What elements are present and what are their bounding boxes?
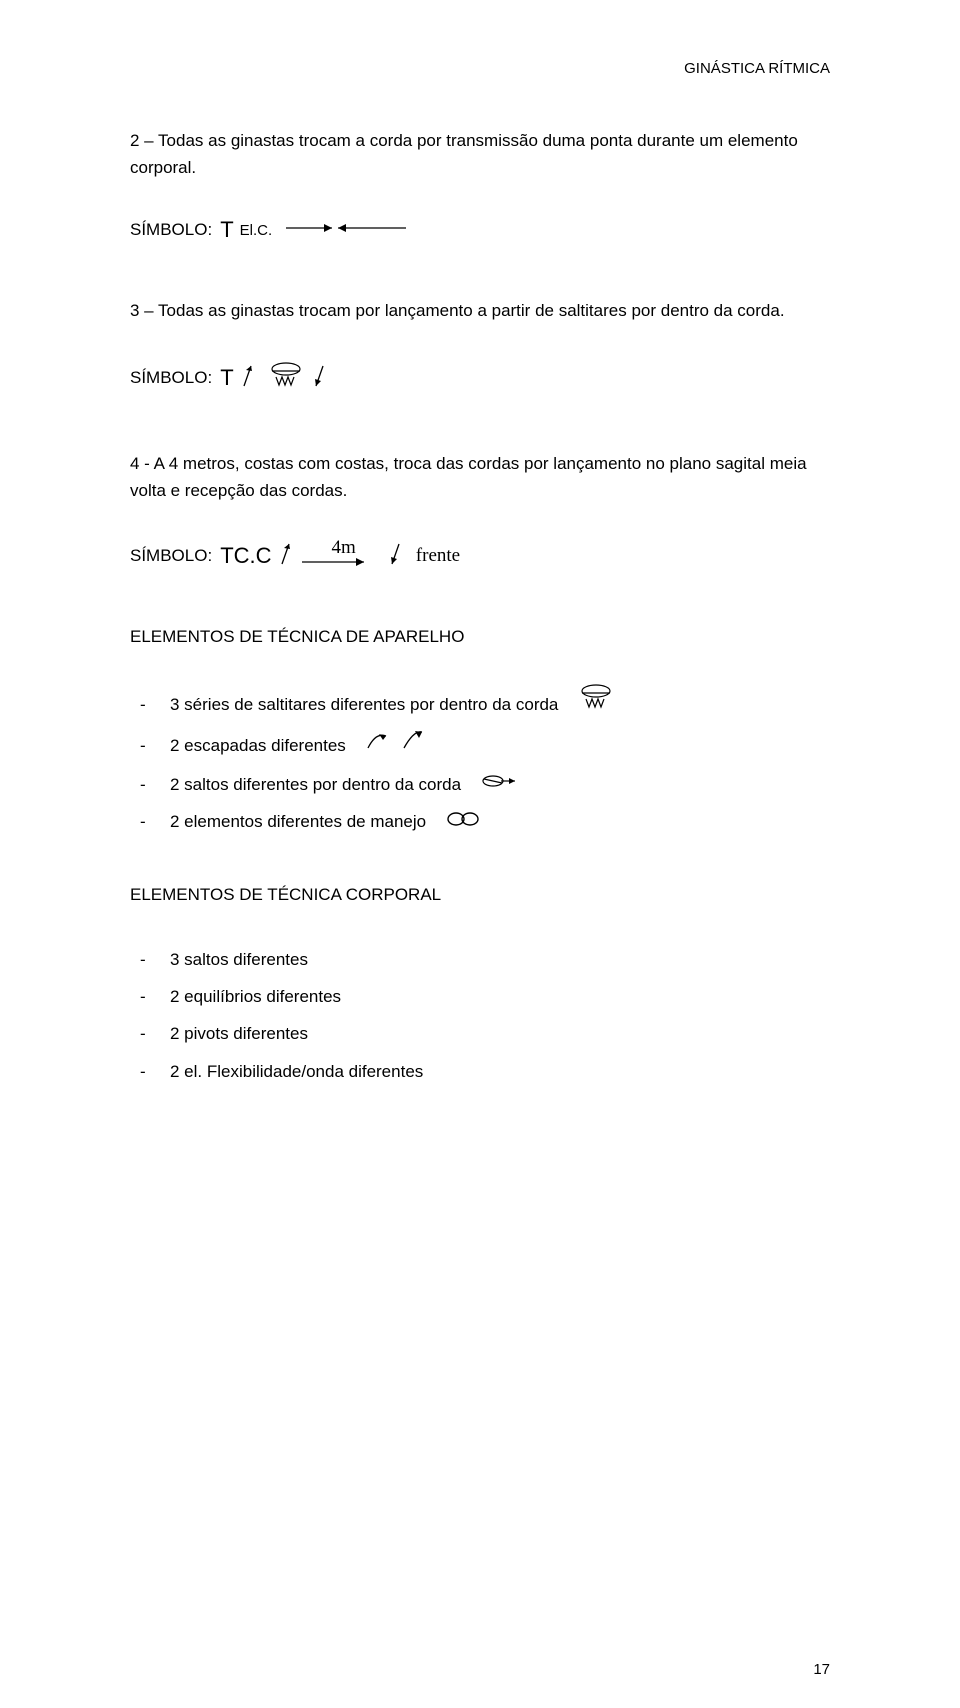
list-item: - 3 séries de saltitares diferentes por … <box>140 683 830 726</box>
throw-up-icon <box>278 540 294 573</box>
dash-icon: - <box>140 1015 152 1052</box>
dash-icon: - <box>140 803 152 840</box>
throw-up-icon <box>240 362 256 395</box>
symbol-line-1: SÍMBOLO: T El.C. <box>130 217 830 243</box>
symbol-line-3: SÍMBOLO: TC.C 4m frente <box>130 540 830 573</box>
aparelho-title: ELEMENTOS DE TÉCNICA DE APARELHO <box>130 627 830 647</box>
paragraph-2: 3 – Todas as ginastas trocam por lançame… <box>130 297 830 324</box>
rope-icon <box>266 361 306 396</box>
paragraph-1: 2 – Todas as ginastas trocam a corda por… <box>130 127 830 181</box>
dash-icon: - <box>140 941 152 978</box>
symbol-prefix: SÍMBOLO: <box>130 546 212 566</box>
item-text: 3 saltos diferentes <box>170 941 308 978</box>
symbol-prefix: SÍMBOLO: <box>130 220 212 240</box>
item-text: 2 el. Flexibilidade/onda diferentes <box>170 1053 423 1090</box>
list-item: - 3 saltos diferentes <box>140 941 830 978</box>
salto-corda-icon <box>479 766 519 803</box>
list-item: - 2 pivots diferentes <box>140 1015 830 1052</box>
page-header: GINÁSTICA RÍTMICA <box>130 60 830 77</box>
catch-down-icon <box>312 362 328 395</box>
aparelho-list: - 3 séries de saltitares diferentes por … <box>140 683 830 841</box>
item-text: 2 saltos diferentes por dentro da corda <box>170 766 461 803</box>
list-item: - 2 elementos diferentes de manejo <box>140 803 830 840</box>
frente-label: frente <box>416 545 460 567</box>
list-item: - 2 el. Flexibilidade/onda diferentes <box>140 1053 830 1090</box>
item-text: 2 equilíbrios diferentes <box>170 978 341 1015</box>
symbol-t2: T <box>220 365 233 391</box>
corporal-title: ELEMENTOS DE TÉCNICA CORPORAL <box>130 885 830 905</box>
four-m-label: 4m <box>332 537 356 559</box>
dash-icon: - <box>140 978 152 1015</box>
item-text: 3 séries de saltitares diferentes por de… <box>170 686 558 723</box>
item-text: 2 escapadas diferentes <box>170 727 346 764</box>
item-text: 2 elementos diferentes de manejo <box>170 803 426 840</box>
symbol-t: T <box>220 217 233 243</box>
list-item: - 2 escapadas diferentes <box>140 726 830 765</box>
symbol-tcc: TC.C <box>220 543 271 569</box>
list-item: - 2 saltos diferentes por dentro da cord… <box>140 766 830 803</box>
manejo-icon <box>444 803 484 840</box>
paragraph-3: 4 - A 4 metros, costas com costas, troca… <box>130 450 830 504</box>
rope-icon <box>576 683 616 726</box>
corporal-list: - 3 saltos diferentes - 2 equilíbrios di… <box>140 941 830 1091</box>
dash-icon: - <box>140 686 152 723</box>
escapada-icon <box>364 726 434 765</box>
dash-icon: - <box>140 727 152 764</box>
dash-icon: - <box>140 1053 152 1090</box>
list-item: - 2 equilíbrios diferentes <box>140 978 830 1015</box>
item-text: 2 pivots diferentes <box>170 1015 308 1052</box>
symbol-line-2: SÍMBOLO: T <box>130 361 830 396</box>
dash-icon: - <box>140 766 152 803</box>
double-arrow-icon <box>286 218 406 243</box>
catch-down-icon <box>388 540 404 573</box>
header-title: GINÁSTICA RÍTMICA <box>684 60 830 77</box>
symbol-elc: El.C. <box>240 222 273 239</box>
page-number: 17 <box>813 1661 830 1678</box>
symbol-prefix: SÍMBOLO: <box>130 368 212 388</box>
